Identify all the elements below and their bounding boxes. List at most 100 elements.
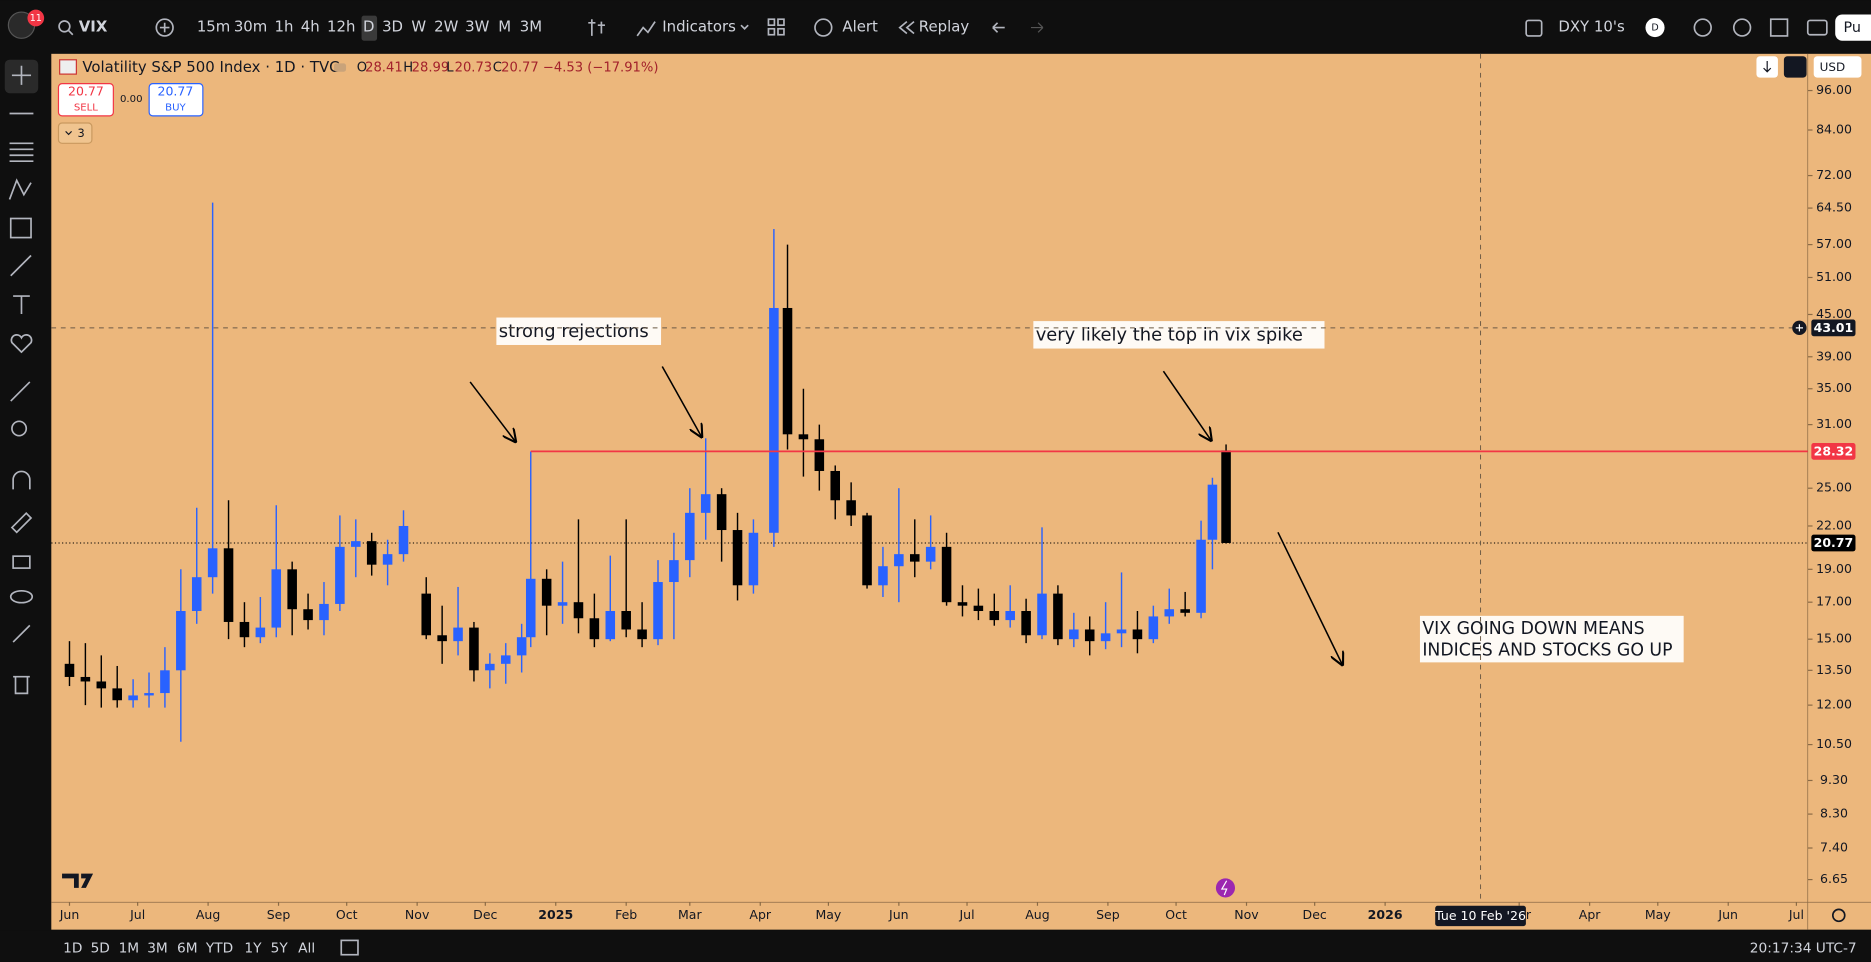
link-tool[interactable] (12, 624, 31, 643)
candle-body (685, 512, 695, 561)
annotation: VIX GOING DOWN MEANS (1422, 619, 1644, 639)
icon-tool[interactable] (10, 334, 33, 354)
timeframe[interactable]: 1h (275, 18, 294, 36)
range-button[interactable]: All (298, 941, 315, 957)
visibility-tool[interactable] (9, 589, 34, 604)
scroll-icon (1763, 60, 1772, 73)
symbol[interactable]: VIX (79, 18, 108, 36)
x-tick-label: Jul (1788, 907, 1804, 922)
replay-button[interactable]: Replay (919, 18, 970, 36)
layouts-icon[interactable] (767, 18, 776, 27)
timeframe[interactable]: W (411, 18, 426, 36)
candle-body (769, 307, 779, 533)
search-icon[interactable] (58, 20, 71, 33)
compare-checkbox[interactable] (1525, 19, 1543, 37)
annotation-box (1033, 321, 1325, 349)
badge-count: 11 (30, 13, 42, 24)
x-tick-label: Jun (1717, 907, 1738, 922)
magnet-tool[interactable] (12, 470, 31, 490)
drawing-mode[interactable] (10, 512, 33, 534)
fib-tool[interactable] (9, 142, 34, 163)
trash-tool[interactable] (13, 675, 30, 695)
timeframe[interactable]: 3W (465, 18, 489, 36)
currency: USD (1820, 60, 1845, 74)
range-button[interactable]: 1M (119, 941, 140, 957)
annotation: INDICES AND STOCKS GO UP (1422, 640, 1672, 660)
candle-body (653, 582, 663, 640)
range-button[interactable]: 5Y (271, 941, 289, 957)
currency-box[interactable] (1813, 56, 1862, 78)
candle-body (1221, 450, 1231, 543)
event-icon[interactable] (1215, 878, 1236, 898)
quick-search[interactable] (1693, 18, 1712, 37)
range-button[interactable]: 6M (177, 941, 198, 957)
brush-tool[interactable] (10, 254, 32, 277)
x-tick-label: 2026 (1368, 907, 1403, 922)
chart-type-icon[interactable] (588, 19, 605, 36)
redo[interactable] (1030, 22, 1044, 33)
x-tick-label: Jun (59, 907, 80, 922)
sync-button[interactable] (1783, 56, 1807, 78)
candle-body (1180, 609, 1190, 613)
chevron[interactable] (740, 24, 749, 30)
alert-icon[interactable] (814, 18, 833, 37)
buy-button[interactable] (148, 83, 204, 117)
sell-button[interactable] (57, 83, 114, 117)
timeframe[interactable]: 3M (520, 18, 542, 36)
range-button[interactable]: 3M (147, 941, 168, 957)
range-button[interactable]: YTD (205, 941, 233, 957)
y-tick-label: 25.00 (1816, 480, 1852, 495)
publish-button[interactable] (1835, 14, 1871, 41)
x-tick-label: Nov (1234, 907, 1259, 922)
replay-icon[interactable] (898, 20, 915, 35)
timeframe[interactable]: 15m (197, 18, 231, 36)
candle-body (255, 627, 266, 638)
candle-body (973, 605, 984, 612)
compare-symbol[interactable]: DXY 10's (1558, 18, 1625, 36)
x-tick-label: Dec (473, 907, 497, 922)
search-icon (67, 29, 74, 36)
ruler-tool[interactable] (10, 381, 31, 402)
lock-tool[interactable] (12, 555, 31, 569)
x-tick-label: Nov (405, 907, 430, 922)
pattern-tool[interactable] (8, 178, 32, 200)
indicators-button[interactable]: Indicators (662, 18, 736, 36)
prediction-tool[interactable] (9, 217, 32, 239)
active-timeframe-bg (361, 15, 378, 41)
timeframe[interactable]: 12h (327, 18, 355, 36)
axis-settings[interactable] (1831, 908, 1846, 923)
indicator-toggle[interactable] (57, 122, 93, 144)
legend-title: Volatility S&P 500 Index · 1D · TVC (82, 58, 339, 76)
undo[interactable] (992, 22, 1005, 33)
timeframe[interactable]: 30m (234, 18, 268, 36)
chart-area (51, 53, 1871, 930)
y-tick-label: 35.00 (1816, 380, 1852, 395)
timeframe[interactable]: 4h (301, 18, 320, 36)
y-tick-label: 6.65 (1820, 871, 1848, 886)
timeframe[interactable]: 2W (434, 18, 458, 36)
y-tick-label: 72.00 (1816, 167, 1852, 182)
clock: 20:17:34 UTC-7 (1750, 941, 1857, 957)
timeframe[interactable]: M (498, 18, 511, 36)
badge (27, 9, 45, 27)
settings[interactable] (1732, 18, 1752, 37)
cursor-tool[interactable] (11, 65, 32, 85)
text-tool[interactable] (13, 295, 30, 314)
date-range-icon[interactable] (340, 939, 359, 956)
compare-badge-bg (1645, 18, 1665, 38)
snapshot[interactable] (1806, 19, 1828, 36)
candle-body (351, 541, 361, 547)
timeframe[interactable]: D (363, 18, 374, 36)
alert-button[interactable]: Alert (842, 18, 878, 36)
timeframe[interactable]: 3D (382, 18, 403, 36)
ohlc-label: H (403, 61, 413, 76)
fullscreen[interactable] (1769, 18, 1789, 37)
range-button[interactable]: 1Y (244, 941, 262, 957)
range-button[interactable]: 5D (91, 941, 110, 957)
zoom-tool[interactable] (11, 420, 28, 437)
indicators-icon[interactable] (636, 21, 656, 37)
range-button[interactable]: 1D (63, 941, 82, 957)
add-symbol[interactable] (155, 18, 174, 37)
